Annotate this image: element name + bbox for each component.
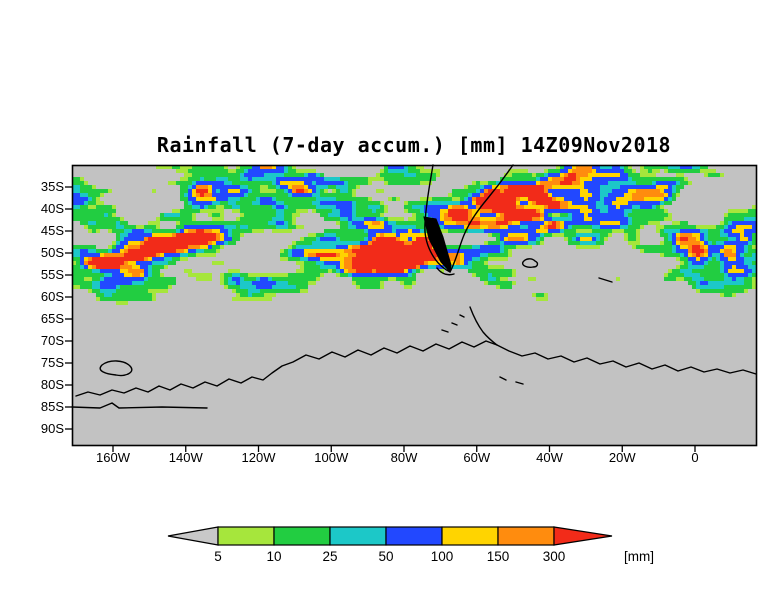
colorbar: 5 10 25 50 100 150 300 [mm] bbox=[167, 526, 654, 564]
colorbar-tick-label: 10 bbox=[266, 549, 281, 564]
colorbar-tick-label: 300 bbox=[543, 549, 566, 564]
colorbar-segment bbox=[273, 526, 331, 546]
lat-tick-label: 75S bbox=[40, 355, 64, 370]
plot-title: Rainfall (7-day accum.) [mm] 14Z09Nov201… bbox=[156, 133, 672, 157]
colorbar-above-max-arrow bbox=[553, 526, 613, 546]
lon-tick-label: 140W bbox=[168, 450, 203, 465]
colorbar-below-min-arrow bbox=[167, 526, 219, 546]
lat-tick-label: 80S bbox=[40, 377, 64, 392]
colorbar-segment bbox=[497, 526, 555, 546]
rainfall-raster bbox=[72, 165, 756, 445]
lon-tick-label: 80W bbox=[390, 450, 418, 465]
colorbar-unit-label: [mm] bbox=[624, 549, 654, 564]
colorbar-tick-label: 150 bbox=[487, 549, 510, 564]
colorbar-tick-label: 50 bbox=[378, 549, 393, 564]
lon-tick-label: 20W bbox=[608, 450, 636, 465]
lat-tick-label: 60S bbox=[40, 289, 64, 304]
lat-tick-label: 85S bbox=[40, 399, 64, 414]
lat-tick-label: 35S bbox=[40, 179, 64, 194]
colorbar-segment bbox=[441, 526, 499, 546]
lat-tick-label: 90S bbox=[40, 421, 64, 436]
lat-tick-label: 50S bbox=[40, 245, 64, 260]
lon-tick-label: 60W bbox=[463, 450, 491, 465]
colorbar-tick-label: 25 bbox=[322, 549, 337, 564]
lat-tick-label: 55S bbox=[40, 267, 64, 282]
lat-tick-label: 45S bbox=[40, 223, 64, 238]
colorbar-tick-label: 100 bbox=[431, 549, 454, 564]
lon-tick-label: 160W bbox=[96, 450, 130, 465]
colorbar-tick-label: 5 bbox=[214, 549, 222, 564]
colorbar-segment bbox=[329, 526, 387, 546]
colorbar-segment bbox=[385, 526, 443, 546]
lat-tick-label: 65S bbox=[40, 311, 64, 326]
colorbar-segment bbox=[217, 526, 275, 546]
lon-tick-label: 120W bbox=[241, 450, 276, 465]
lon-tick-label: 100W bbox=[314, 450, 349, 465]
lat-tick-label: 70S bbox=[40, 333, 64, 348]
lon-tick-label: 40W bbox=[536, 450, 563, 465]
lat-tick-label: 40S bbox=[40, 201, 64, 216]
lon-tick-label: 0 bbox=[691, 450, 699, 465]
